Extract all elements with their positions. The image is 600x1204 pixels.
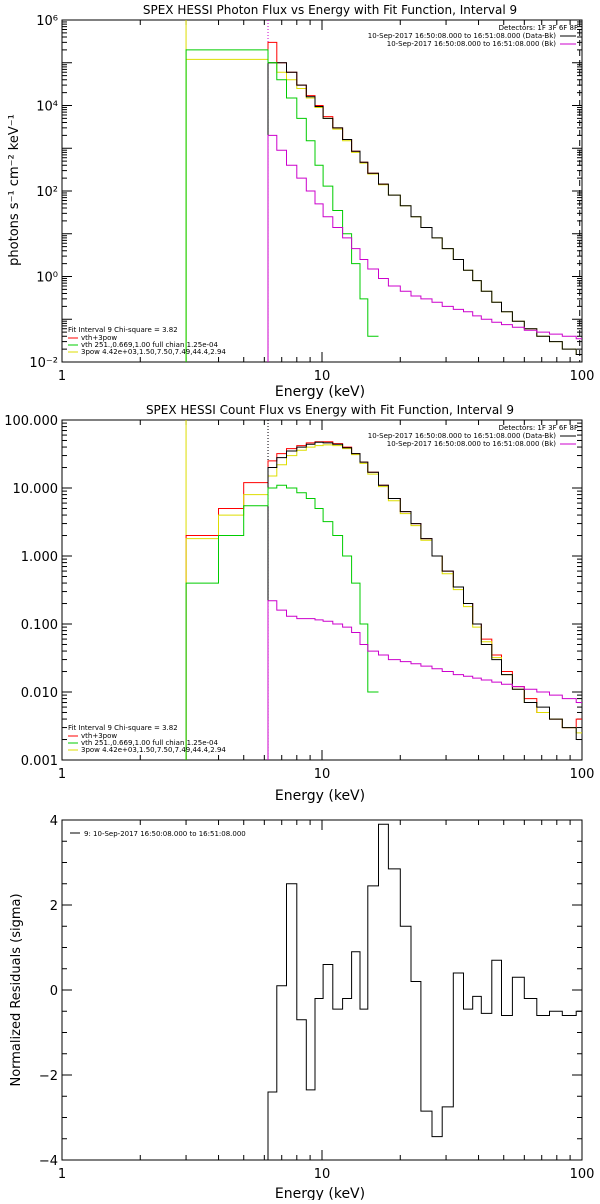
photon-flux-panel: SPEX HESSI Photon Flux vs Energy with Fi… [7, 3, 594, 400]
count-flux-legend-entry: 10-Sep-2017 16:50:08.000 to 16:51:08.000… [368, 432, 557, 440]
photon-flux-y-tick-label: 10⁰ [36, 271, 58, 286]
photon-flux-series-green [185, 49, 379, 362]
count-flux-legend-entry: 10-Sep-2017 16:50:08.000 to 16:51:08.000… [387, 440, 557, 448]
count-flux-fit-legend-entry: vth+3pow [81, 732, 117, 740]
photon-flux-x-tick-label: 1 [58, 369, 66, 384]
residuals-x-tick-label: 100 [570, 1167, 595, 1182]
count-flux-y-tick-label: 0.001 [21, 754, 58, 769]
count-flux-x-label: Energy (keV) [275, 788, 365, 804]
photon-flux-y-tick-label: 10² [36, 185, 58, 200]
residuals-series-black [267, 823, 582, 1160]
photon-flux-plot-area [185, 20, 582, 362]
count-flux-plot-frame [61, 419, 583, 761]
residuals-y-tick-label: −4 [39, 1154, 58, 1169]
count-flux-fit-legend-entry: vth 251.,0.669,1.00 full chian 1.25e-04 [81, 739, 219, 747]
photon-flux-series-yellow [185, 58, 582, 362]
count-flux-y-tick-label: 1.000 [21, 550, 58, 565]
count-flux-fit-legend-entry: 3pow 4.42e+03,1.50,7.50,7.49,44.4,2.94 [81, 746, 226, 754]
photon-flux-series-black [267, 62, 582, 362]
residuals-y-label: Normalized Residuals (sigma) [9, 893, 24, 1086]
photon-flux-plot-frame [61, 19, 583, 363]
photon-flux-x-label: Energy (keV) [275, 384, 365, 400]
residuals-plot-frame [61, 819, 583, 1161]
count-flux-y-tick-label: 10.000 [13, 482, 59, 497]
residuals-y-tick-label: 4 [50, 814, 58, 829]
photon-flux-fit-legend-heading: Fit Interval 9 Chi-square = 3.82 [68, 326, 178, 334]
photon-flux-legend-heading: Detectors: 1F 3F 6F 8F [499, 24, 578, 32]
count-flux-x-tick-label: 100 [570, 767, 595, 782]
count-flux-y-tick-label: 100.000 [4, 414, 58, 429]
photon-flux-series-magenta [267, 134, 582, 362]
count-flux-title: SPEX HESSI Count Flux vs Energy with Fit… [146, 403, 514, 417]
photon-flux-title: SPEX HESSI Photon Flux vs Energy with Fi… [143, 3, 517, 17]
residuals-x-tick-label: 10 [314, 1167, 331, 1182]
count-flux-series-black [267, 441, 582, 760]
photon-flux-fit-legend-entry: vth+3pow [81, 334, 117, 342]
count-flux-panel: SPEX HESSI Count Flux vs Energy with Fit… [4, 403, 594, 804]
photon-flux-y-tick-label: 10⁶ [36, 14, 58, 29]
photon-flux-legend-entry: 10-Sep-2017 16:50:08.000 to 16:51:08.000… [368, 32, 557, 40]
photon-flux-x-tick-label: 10 [314, 369, 331, 384]
photon-flux-x-tick-label: 100 [570, 369, 595, 384]
photon-flux-y-tick-label: 10⁻² [29, 356, 58, 371]
count-flux-x-tick-label: 10 [314, 767, 331, 782]
residuals-legend-entry: 9: 10-Sep-2017 16:50:08.000 to 16:51:08.… [84, 830, 246, 838]
residuals-y-tick-label: −2 [39, 1069, 58, 1084]
count-flux-series-yellow [185, 444, 582, 760]
residuals-y-tick-label: 2 [50, 899, 58, 914]
photon-flux-fit-legend-entry: 3pow 4.42e+03,1.50,7.50,7.49,44.4,2.94 [81, 348, 226, 356]
residuals-x-label: Energy (keV) [275, 1186, 365, 1200]
residuals-plot-area [267, 823, 582, 1160]
count-flux-series-magenta [267, 600, 582, 760]
count-flux-series-red [185, 441, 582, 760]
count-flux-fit-legend-heading: Fit Interval 9 Chi-square = 3.82 [68, 724, 178, 732]
count-flux-y-tick-label: 0.010 [21, 686, 58, 701]
count-flux-plot-area [185, 420, 582, 760]
count-flux-x-tick-label: 1 [58, 767, 66, 782]
photon-flux-legend-entry: 10-Sep-2017 16:50:08.000 to 16:51:08.000… [387, 40, 557, 48]
count-flux-series-green [185, 484, 379, 760]
residuals-x-tick-label: 1 [58, 1167, 66, 1182]
photon-flux-y-label: photons s⁻¹ cm⁻² keV⁻¹ [7, 114, 22, 266]
photon-flux-y-tick-label: 10⁴ [36, 100, 58, 115]
photon-flux-fit-legend-entry: vth 251.,0.669,1.00 full chian 1.25e-04 [81, 341, 219, 349]
count-flux-legend-heading: Detectors: 1F 3F 6F 8F [499, 424, 578, 432]
residuals-y-tick-label: 0 [50, 984, 58, 999]
residuals-panel: Energy (keV) Normalized Residuals (sigma… [9, 814, 595, 1202]
count-flux-y-tick-label: 0.100 [21, 618, 58, 633]
